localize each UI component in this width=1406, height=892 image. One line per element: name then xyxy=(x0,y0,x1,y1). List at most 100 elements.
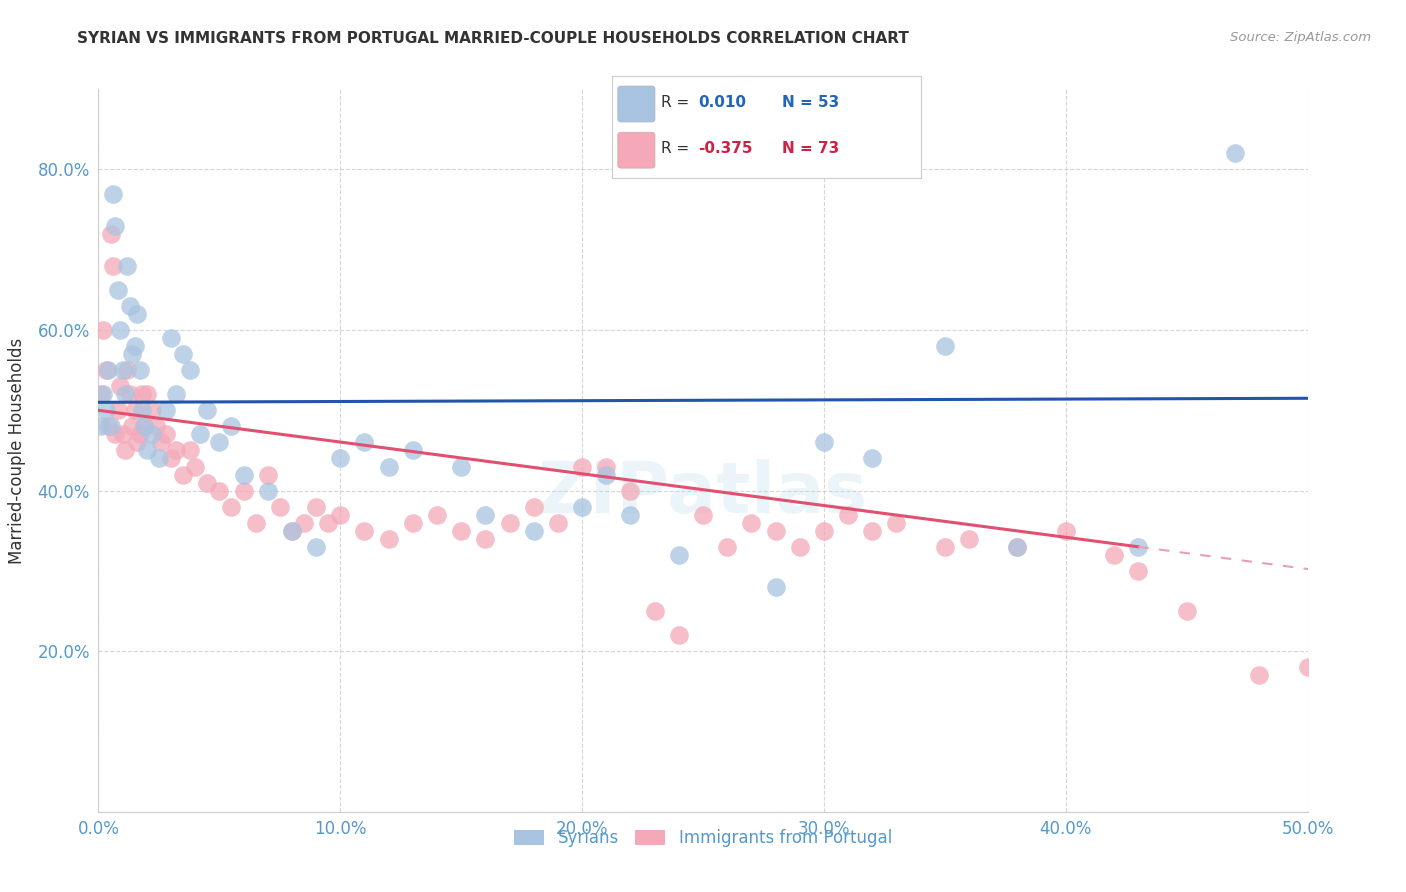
Point xyxy=(523,500,546,514)
Point xyxy=(1102,548,1125,562)
Point xyxy=(134,419,156,434)
Point xyxy=(107,403,129,417)
Point xyxy=(121,419,143,434)
Text: N = 53: N = 53 xyxy=(782,95,839,111)
Point xyxy=(121,347,143,361)
Point xyxy=(450,524,472,538)
Point xyxy=(208,435,231,450)
Point xyxy=(886,516,908,530)
Point xyxy=(619,508,641,522)
Point xyxy=(127,435,149,450)
Point xyxy=(498,516,520,530)
Point xyxy=(172,467,194,482)
Point xyxy=(450,459,472,474)
Point xyxy=(269,500,291,514)
Point xyxy=(1249,668,1271,682)
Point xyxy=(94,363,117,377)
Point xyxy=(135,387,157,401)
Point xyxy=(1296,660,1319,674)
Point xyxy=(134,419,156,434)
Point xyxy=(221,500,243,514)
Y-axis label: Married-couple Households: Married-couple Households xyxy=(8,337,27,564)
Point xyxy=(135,443,157,458)
Point xyxy=(1128,564,1150,578)
Point xyxy=(131,403,153,417)
Point xyxy=(160,451,183,466)
Point xyxy=(668,628,690,642)
Point xyxy=(141,427,163,442)
Point xyxy=(108,323,131,337)
Point xyxy=(172,347,194,361)
Point xyxy=(256,483,278,498)
Point xyxy=(124,339,146,353)
Point xyxy=(305,500,328,514)
Point xyxy=(619,483,641,498)
Point xyxy=(124,403,146,417)
Point xyxy=(90,419,112,434)
Point xyxy=(523,524,546,538)
Point xyxy=(179,363,201,377)
Point xyxy=(160,331,183,345)
Point xyxy=(692,508,714,522)
Point xyxy=(402,516,425,530)
Point xyxy=(765,580,787,594)
Point xyxy=(104,219,127,233)
Point xyxy=(1223,146,1246,161)
Point xyxy=(165,443,187,458)
Point xyxy=(934,339,956,353)
Point xyxy=(245,516,267,530)
Text: 0.010: 0.010 xyxy=(699,95,747,111)
Text: R =: R = xyxy=(661,142,689,156)
Point xyxy=(117,363,139,377)
Point xyxy=(716,540,738,554)
Point xyxy=(111,363,134,377)
Point xyxy=(97,363,120,377)
Point xyxy=(644,604,666,618)
Point xyxy=(155,403,177,417)
Point xyxy=(148,451,170,466)
Point xyxy=(155,427,177,442)
Point xyxy=(165,387,187,401)
Point xyxy=(1054,524,1077,538)
Point xyxy=(571,459,593,474)
Point xyxy=(188,427,211,442)
Text: Source: ZipAtlas.com: Source: ZipAtlas.com xyxy=(1230,31,1371,45)
Point xyxy=(179,443,201,458)
Point xyxy=(571,500,593,514)
Point xyxy=(232,483,254,498)
Text: R =: R = xyxy=(661,95,689,111)
Point xyxy=(595,467,617,482)
Point xyxy=(131,387,153,401)
Point xyxy=(837,508,859,522)
Point xyxy=(1128,540,1150,554)
Point xyxy=(305,540,328,554)
Point xyxy=(221,419,243,434)
Point xyxy=(1175,604,1198,618)
Point xyxy=(740,516,762,530)
Point xyxy=(595,459,617,474)
Point xyxy=(107,283,129,297)
Point xyxy=(100,227,122,241)
Point xyxy=(114,387,136,401)
Point xyxy=(90,387,112,401)
Point xyxy=(402,443,425,458)
Point xyxy=(668,548,690,562)
Point xyxy=(101,259,124,273)
Point xyxy=(111,427,134,442)
Point xyxy=(934,540,956,554)
Point xyxy=(957,532,980,546)
Point xyxy=(195,403,218,417)
Point xyxy=(377,532,399,546)
Point xyxy=(474,508,496,522)
Point xyxy=(128,427,150,442)
Point xyxy=(813,435,835,450)
Point xyxy=(150,435,173,450)
Point xyxy=(118,299,141,313)
Point xyxy=(94,403,117,417)
Point xyxy=(860,451,883,466)
Point xyxy=(292,516,315,530)
Point xyxy=(117,259,139,273)
Point xyxy=(118,387,141,401)
Point xyxy=(184,459,207,474)
Point xyxy=(1007,540,1029,554)
